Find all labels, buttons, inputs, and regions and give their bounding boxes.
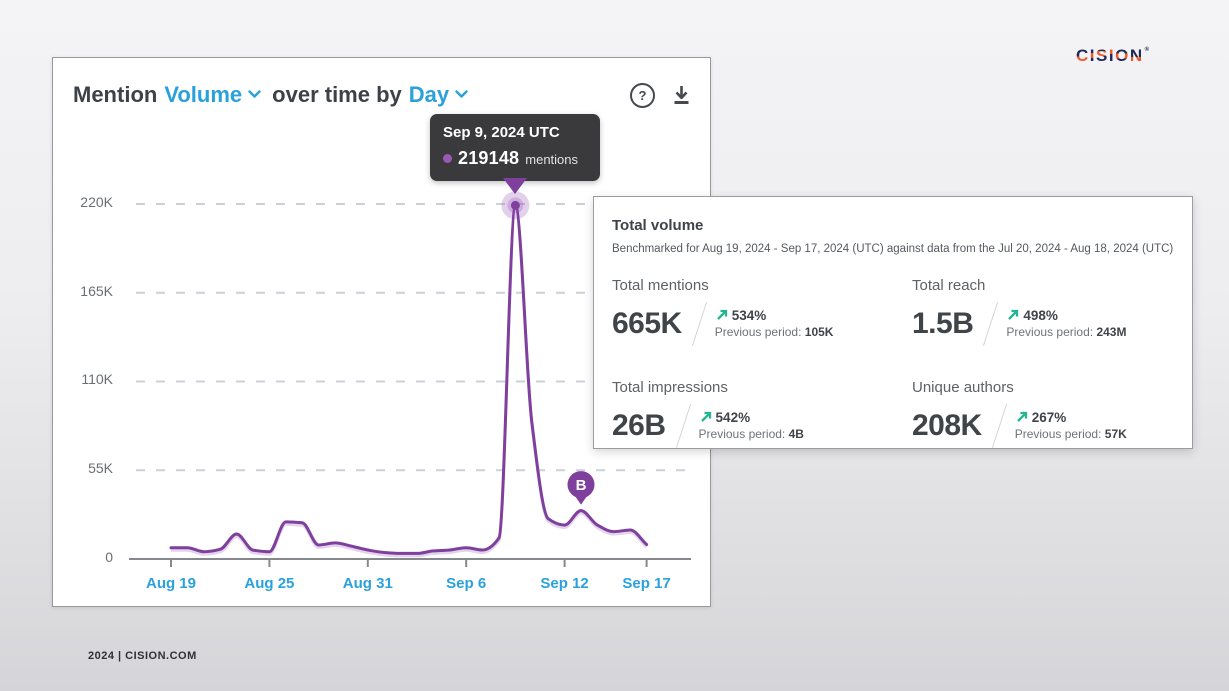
chevron-down-icon[interactable] xyxy=(247,86,262,104)
metric-value: 665K xyxy=(612,307,682,340)
cision-logo: CISION ® xyxy=(1076,47,1149,64)
help-icon[interactable] xyxy=(630,82,655,108)
metric-change-pct: 498% xyxy=(1023,307,1058,323)
brand-letter: I xyxy=(1089,46,1097,65)
metric-change-pct: 534% xyxy=(731,307,767,323)
x-axis-tick-label: Aug 19 xyxy=(145,575,196,592)
metric-dropdown-value[interactable]: Volume xyxy=(164,82,243,107)
x-axis-tick-label: Aug 31 xyxy=(342,575,393,592)
x-axis-tick-label: Sep 12 xyxy=(540,575,589,592)
y-axis-tick-label: 0 xyxy=(105,549,113,565)
trend-up-icon xyxy=(716,309,727,320)
previous-period-value: 57K xyxy=(1104,426,1127,441)
slash-divider xyxy=(691,301,707,347)
brand-letter: S xyxy=(1096,46,1109,65)
metric-value: 26B xyxy=(612,409,666,442)
brand-letter: I xyxy=(1108,46,1116,65)
previous-period-label: Previous period: xyxy=(698,426,786,441)
chart-tooltip: Sep 9, 2024 UTC 219148 mentions xyxy=(430,114,600,181)
tooltip-value: 219148 xyxy=(458,148,520,168)
series-dot-icon xyxy=(443,154,452,163)
slash-divider xyxy=(983,301,999,347)
stats-title: Total volume xyxy=(612,217,704,234)
x-axis-tick-label: Sep 17 xyxy=(622,575,671,592)
tooltip-date: Sep 9, 2024 UTC xyxy=(443,124,560,141)
y-axis-tick-label: 165K xyxy=(80,283,113,299)
registered-mark: ® xyxy=(1144,47,1150,53)
footer-text: 2024 | CISION.COM xyxy=(88,650,197,662)
metric-label: Unique authors xyxy=(912,379,1014,396)
previous-period-label: Previous period: xyxy=(714,324,802,339)
chart-title-prefix: Mention xyxy=(73,82,158,107)
metric-dropdown[interactable]: Volume xyxy=(157,82,262,108)
chevron-down-icon[interactable] xyxy=(454,86,469,104)
brand-letter: C xyxy=(1076,46,1090,65)
stats-benchmark-subtitle: Benchmarked for Aug 19, 2024 - Sep 17, 2… xyxy=(612,243,1174,255)
annotation-pin-tip[interactable] xyxy=(574,494,588,505)
x-axis-tick-label: Sep 6 xyxy=(446,575,487,592)
tooltip-unit: mentions xyxy=(525,152,579,167)
metric-total-reach: Total reach 1.5B 498% Previous period: 2… xyxy=(912,277,1174,347)
metric-value: 1.5B xyxy=(912,307,974,340)
previous-period-value: 105K xyxy=(804,324,834,339)
previous-period-label: Previous period: xyxy=(1014,426,1102,441)
slash-divider xyxy=(991,403,1007,449)
metric-total-impressions: Total impressions 26B 542% Previous peri… xyxy=(612,379,912,449)
metric-value: 208K xyxy=(912,409,982,442)
total-volume-card: Total volume Benchmarked for Aug 19, 202… xyxy=(593,196,1193,449)
trend-up-icon xyxy=(1008,309,1019,320)
annotation-pin[interactable] xyxy=(567,471,595,499)
metric-change-pct: 267% xyxy=(1031,409,1067,425)
trend-up-icon xyxy=(700,411,711,422)
y-axis-tick-label: 220K xyxy=(80,194,113,210)
interval-dropdown-value[interactable]: Day xyxy=(408,82,450,107)
y-axis-tick-label: 110K xyxy=(81,371,113,387)
previous-period-value: 4B xyxy=(788,426,804,441)
brand-letter: N xyxy=(1129,46,1144,65)
brand-letter: O xyxy=(1115,46,1130,65)
previous-period-value: 243M xyxy=(1096,324,1127,339)
slash-divider xyxy=(675,403,691,449)
previous-period-label: Previous period: xyxy=(1006,324,1094,339)
metric-label: Total impressions xyxy=(612,379,728,396)
chart-title-middle: over time by xyxy=(272,82,402,107)
cision-logo-word: CISION xyxy=(1076,47,1144,64)
metric-change-pct: 542% xyxy=(715,409,751,425)
metric-label: Total reach xyxy=(912,277,986,294)
trend-up-icon xyxy=(1016,411,1027,422)
metric-total-mentions: Total mentions 665K 534% Previous period… xyxy=(612,277,912,347)
metric-unique-authors: Unique authors 208K 267% Previous period… xyxy=(912,379,1174,449)
annotation-pin-label: B xyxy=(576,477,587,494)
chart-header: Mention Volume over time by Day xyxy=(73,82,692,108)
y-axis-tick-label: 55K xyxy=(88,460,113,476)
metrics-grid: Total mentions 665K 534% Previous period… xyxy=(612,277,1174,449)
download-icon[interactable] xyxy=(671,84,692,106)
x-axis-tick-label: Aug 25 xyxy=(244,575,295,592)
interval-dropdown[interactable]: Day xyxy=(402,82,469,108)
highlight-point-dot xyxy=(510,200,520,210)
metric-label: Total mentions xyxy=(612,277,709,294)
